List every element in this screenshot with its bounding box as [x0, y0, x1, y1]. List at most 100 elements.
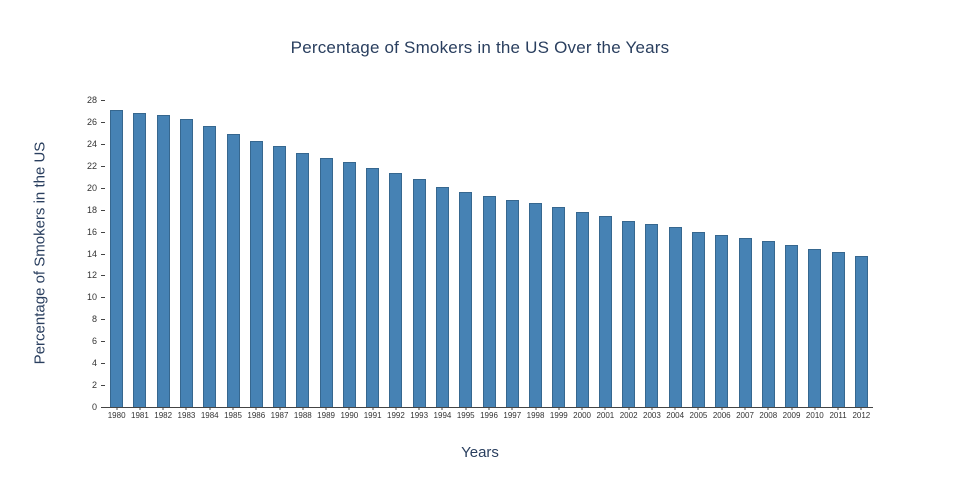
bar-2009[interactable] — [785, 245, 798, 407]
x-axis-tick-mark — [860, 407, 862, 410]
y-axis-title: Percentage of Smokers in the US — [31, 141, 49, 365]
y-axis-tick-mark — [101, 187, 105, 189]
bar-1993[interactable] — [413, 179, 426, 407]
x-axis-tick-label: 2010 — [805, 411, 824, 420]
x-axis-tick-mark — [814, 407, 816, 410]
bar-1997[interactable] — [506, 200, 519, 407]
bar-1986[interactable] — [250, 141, 263, 407]
bar-2006[interactable] — [715, 235, 728, 407]
x-axis-tick-mark — [721, 407, 723, 410]
y-axis-tick-label: 10 — [86, 292, 97, 303]
x-axis-tick-label: 1997 — [503, 411, 522, 420]
x-axis-tick-label: 2004 — [666, 411, 685, 420]
x-axis-tick-label: 2001 — [596, 411, 615, 420]
x-axis-tick-label: 1996 — [480, 411, 498, 420]
y-axis-tick-label: 26 — [86, 116, 97, 127]
bar-1982[interactable] — [157, 115, 170, 407]
bar-1999[interactable] — [552, 207, 565, 407]
x-axis-tick-mark — [209, 407, 211, 410]
x-axis-tick-mark — [535, 407, 537, 410]
y-axis-tick-mark — [101, 363, 105, 365]
x-axis-tick-mark — [581, 407, 583, 410]
x-axis-tick-label: 1995 — [456, 411, 475, 420]
bar-2012[interactable] — [855, 256, 868, 407]
y-axis-tick-label: 16 — [86, 226, 97, 237]
y-axis-tick-mark — [101, 143, 105, 145]
bar-2000[interactable] — [576, 212, 589, 407]
bar-2007[interactable] — [739, 238, 752, 407]
x-axis-tick-label: 2006 — [712, 411, 731, 420]
bar-2004[interactable] — [669, 227, 682, 407]
y-axis-tick-label: 4 — [91, 358, 97, 369]
x-axis-tick-label: 1980 — [107, 411, 126, 420]
x-axis-tick-mark — [372, 407, 374, 410]
bar-1981[interactable] — [133, 113, 146, 407]
y-axis-tick-label: 0 — [91, 402, 97, 412]
bar-1980[interactable] — [110, 110, 123, 407]
x-axis-tick-mark — [325, 407, 327, 410]
y-axis-tick-label: 28 — [86, 95, 97, 105]
y-axis-tick-mark — [101, 275, 105, 277]
x-axis-tick-label: 1988 — [293, 411, 312, 420]
y-axis-tick-mark — [101, 121, 105, 123]
bar-1989[interactable] — [320, 158, 333, 407]
x-axis-tick-label: 1987 — [270, 411, 289, 420]
x-axis-tick-mark — [441, 407, 443, 410]
x-axis-tick-label: 1992 — [387, 411, 405, 420]
bar-2001[interactable] — [599, 216, 612, 407]
y-axis-tick-label: 20 — [86, 182, 97, 193]
x-axis-tick-mark — [697, 407, 699, 410]
bar-2010[interactable] — [808, 249, 821, 407]
y-axis-tick-mark — [101, 407, 105, 408]
bar-2008[interactable] — [762, 241, 775, 407]
y-axis-tick-label: 12 — [86, 270, 97, 281]
bar-2005[interactable] — [692, 232, 705, 407]
bar-2011[interactable] — [832, 252, 845, 407]
x-axis-tick-label: 2003 — [643, 411, 661, 420]
bar-1984[interactable] — [203, 126, 216, 407]
x-axis-tick-label: 1998 — [526, 411, 545, 420]
y-axis-tick-mark — [101, 165, 105, 167]
bar-1983[interactable] — [180, 119, 193, 407]
bar-2002[interactable] — [622, 221, 635, 407]
y-axis-tick-mark — [101, 341, 105, 343]
bar-1995[interactable] — [459, 192, 472, 407]
y-axis-tick-mark — [101, 100, 105, 101]
bar-1996[interactable] — [483, 196, 496, 407]
y-axis-tick-mark — [101, 297, 105, 299]
x-axis-tick-mark — [651, 407, 653, 410]
x-axis-tick-label: 1989 — [317, 411, 335, 420]
x-axis-tick-label: 2009 — [782, 411, 801, 420]
x-axis-tick-mark — [558, 407, 560, 410]
x-axis-tick-mark — [488, 407, 490, 410]
x-axis-tick-label: 1983 — [177, 411, 196, 420]
x-axis-tick-label: 2012 — [852, 411, 871, 420]
x-axis-tick-label: 1999 — [549, 411, 568, 420]
bar-1990[interactable] — [343, 162, 356, 407]
bar-2003[interactable] — [645, 224, 658, 407]
x-axis-tick-mark — [255, 407, 257, 410]
x-axis-tick-label: 1981 — [131, 411, 149, 420]
x-axis-tick-mark — [767, 407, 769, 410]
y-axis-tick-label: 6 — [91, 336, 97, 347]
x-axis-tick-mark — [162, 407, 164, 410]
x-axis-tick-label: 2000 — [573, 411, 591, 420]
bar-1994[interactable] — [436, 187, 449, 407]
x-axis-tick-mark — [465, 407, 467, 410]
x-axis-tick-mark — [837, 407, 839, 410]
x-axis-tick-label: 2005 — [689, 411, 708, 420]
x-axis-tick-label: 1993 — [410, 411, 429, 420]
bar-1998[interactable] — [529, 203, 542, 407]
bar-1992[interactable] — [389, 173, 402, 407]
x-axis-tick-mark — [395, 407, 397, 410]
y-axis-tick-label: 24 — [86, 138, 97, 149]
bar-1988[interactable] — [296, 153, 309, 407]
y-axis-tick-mark — [101, 385, 105, 387]
x-axis-tick-mark — [628, 407, 630, 410]
y-axis-tick-mark — [101, 253, 105, 255]
x-axis-tick-mark — [185, 407, 187, 410]
x-axis-tick-mark — [511, 407, 513, 410]
bar-1985[interactable] — [227, 134, 240, 407]
bar-1991[interactable] — [366, 168, 379, 407]
bar-1987[interactable] — [273, 146, 286, 407]
